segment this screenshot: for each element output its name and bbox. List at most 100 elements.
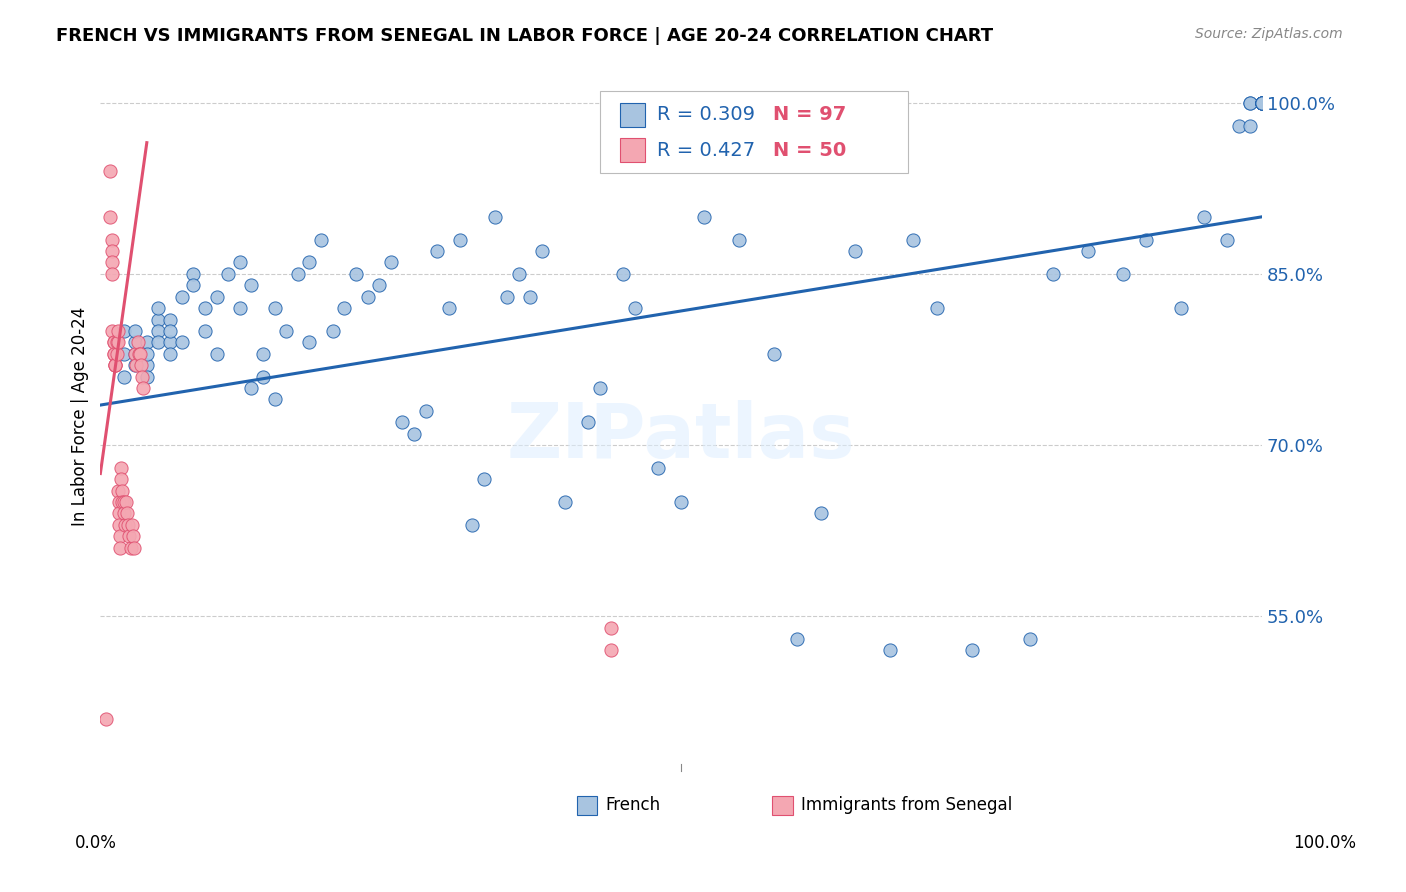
Point — [530, 244, 553, 258]
Point — [1251, 95, 1274, 110]
Point — [124, 347, 146, 361]
Point — [105, 335, 128, 350]
Point — [1018, 632, 1040, 646]
Point — [112, 369, 135, 384]
Point — [124, 347, 146, 361]
Point — [693, 210, 716, 224]
Point — [132, 381, 155, 395]
FancyBboxPatch shape — [600, 91, 908, 173]
Point — [124, 335, 146, 350]
Point — [181, 267, 204, 281]
Point — [380, 255, 402, 269]
Point — [129, 358, 152, 372]
Text: R = 0.427: R = 0.427 — [657, 141, 755, 160]
Point — [728, 233, 751, 247]
Point — [103, 347, 125, 361]
Point — [402, 426, 425, 441]
Point — [763, 347, 786, 361]
Point — [519, 290, 541, 304]
Point — [124, 358, 146, 372]
Point — [115, 507, 138, 521]
Point — [112, 495, 135, 509]
Point — [108, 541, 131, 555]
Point — [1042, 267, 1064, 281]
Y-axis label: In Labor Force | Age 20-24: In Labor Force | Age 20-24 — [72, 307, 89, 526]
Text: French: French — [606, 797, 661, 814]
Point — [600, 643, 623, 657]
Point — [194, 324, 217, 338]
Point — [98, 210, 121, 224]
Point — [105, 347, 128, 361]
Point — [104, 358, 127, 372]
Point — [786, 632, 808, 646]
Point — [1251, 95, 1274, 110]
Point — [101, 324, 124, 338]
Point — [415, 404, 437, 418]
Point — [1251, 95, 1274, 110]
Point — [263, 301, 285, 315]
Point — [810, 507, 832, 521]
Point — [159, 347, 181, 361]
Point — [98, 164, 121, 178]
Point — [159, 335, 181, 350]
Point — [110, 460, 132, 475]
Point — [484, 210, 506, 224]
Point — [1216, 233, 1239, 247]
Point — [1239, 119, 1261, 133]
Text: Source: ZipAtlas.com: Source: ZipAtlas.com — [1195, 27, 1343, 41]
Point — [101, 244, 124, 258]
Point — [128, 347, 150, 361]
Point — [1251, 95, 1274, 110]
Point — [117, 517, 139, 532]
Point — [103, 335, 125, 350]
Text: Immigrants from Senegal: Immigrants from Senegal — [801, 797, 1012, 814]
Point — [496, 290, 519, 304]
Point — [104, 358, 127, 372]
Point — [112, 507, 135, 521]
Point — [111, 495, 134, 509]
Point — [96, 712, 118, 726]
Point — [1251, 95, 1274, 110]
Point — [903, 233, 925, 247]
Point — [322, 324, 344, 338]
Point — [1192, 210, 1215, 224]
Point — [1077, 244, 1099, 258]
Text: 0.0%: 0.0% — [75, 834, 117, 852]
Point — [159, 324, 181, 338]
Bar — [772, 796, 793, 815]
Point — [122, 541, 145, 555]
Point — [309, 233, 332, 247]
Point — [125, 358, 148, 372]
Point — [194, 301, 217, 315]
Point — [461, 517, 484, 532]
Point — [437, 301, 460, 315]
Point — [205, 347, 228, 361]
Point — [108, 507, 131, 521]
Point — [107, 335, 129, 350]
Point — [1251, 95, 1274, 110]
Point — [104, 358, 127, 372]
Point — [112, 324, 135, 338]
Point — [135, 369, 157, 384]
Point — [120, 541, 142, 555]
Point — [426, 244, 449, 258]
Point — [960, 643, 983, 657]
Point — [669, 495, 692, 509]
Point — [124, 324, 146, 338]
Text: N = 97: N = 97 — [773, 105, 846, 124]
Point — [107, 324, 129, 338]
Point — [122, 529, 145, 543]
Point — [135, 347, 157, 361]
Point — [925, 301, 948, 315]
Point — [472, 472, 495, 486]
Point — [1239, 95, 1261, 110]
Point — [148, 324, 170, 338]
Point — [112, 347, 135, 361]
Point — [276, 324, 298, 338]
Point — [108, 517, 131, 532]
Point — [1135, 233, 1157, 247]
Point — [263, 392, 285, 407]
Point — [449, 233, 471, 247]
Point — [508, 267, 530, 281]
Point — [229, 255, 252, 269]
